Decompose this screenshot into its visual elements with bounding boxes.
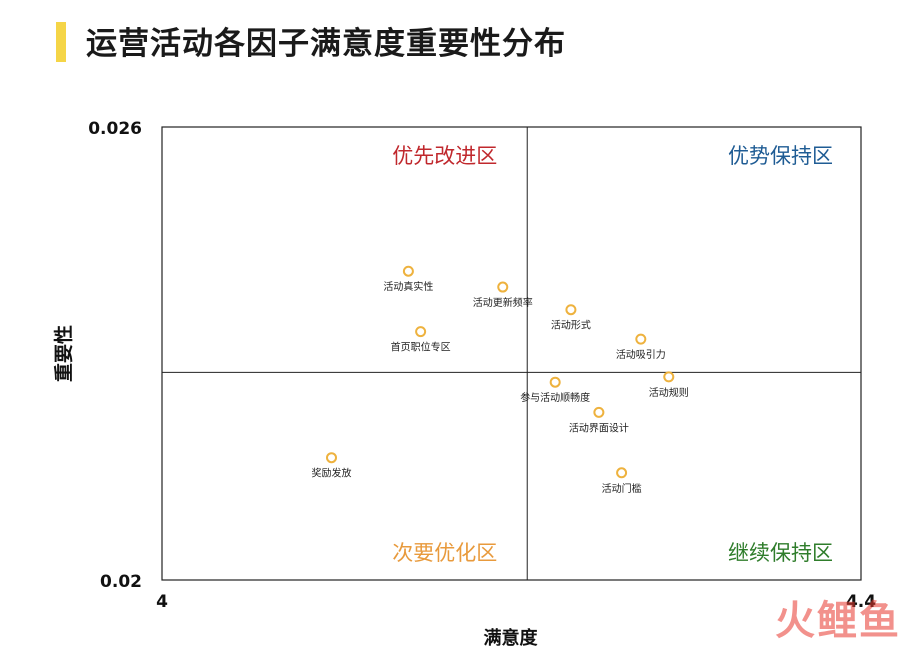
data-point-label-5: 活动规则 — [649, 386, 689, 399]
data-point-3 — [415, 326, 427, 338]
y-tick-label-top: 0.026 — [88, 119, 142, 139]
page-title: 运营活动各因子满意度重要性分布 — [86, 26, 566, 62]
data-point-2 — [565, 304, 577, 316]
y-axis-label: 重要性 — [52, 325, 75, 382]
x-tick-label-right: 4.4 — [846, 592, 876, 612]
data-point-4 — [635, 333, 647, 345]
watermark-logo: 火鲤鱼 — [775, 598, 901, 644]
data-point-label-4: 活动吸引力 — [616, 348, 666, 361]
data-point-9 — [616, 467, 628, 479]
data-point-0 — [402, 265, 414, 277]
y-tick-label-bottom: 0.02 — [100, 572, 142, 592]
data-point-7 — [593, 406, 605, 418]
data-point-label-7: 活动界面设计 — [569, 421, 629, 434]
data-point-label-2: 活动形式 — [551, 319, 591, 332]
data-point-1 — [497, 281, 509, 293]
plot-frame — [161, 126, 862, 581]
data-point-5 — [663, 371, 675, 383]
data-point-label-9: 活动门槛 — [602, 482, 642, 495]
data-point-8 — [326, 452, 338, 464]
data-point-6 — [549, 376, 561, 388]
quadrant-label-top-left: 优先改进区 — [392, 144, 497, 168]
data-point-label-8: 奖励发放 — [312, 467, 352, 480]
quadrant-label-top-right: 优势保持区 — [728, 144, 833, 168]
title-accent-bar — [56, 22, 66, 62]
data-point-label-1: 活动更新频率 — [473, 296, 533, 309]
x-tick-label-left: 4 — [156, 592, 168, 612]
x-axis-label: 满意度 — [484, 627, 539, 649]
quadrant-label-bottom-right: 继续保持区 — [728, 541, 833, 565]
data-point-label-0: 活动真实性 — [383, 280, 433, 293]
data-point-label-3: 首页职位专区 — [391, 341, 451, 354]
quadrant-label-bottom-left: 次要优化区 — [392, 541, 497, 565]
data-point-label-6: 参与活动顺畅度 — [520, 391, 590, 404]
